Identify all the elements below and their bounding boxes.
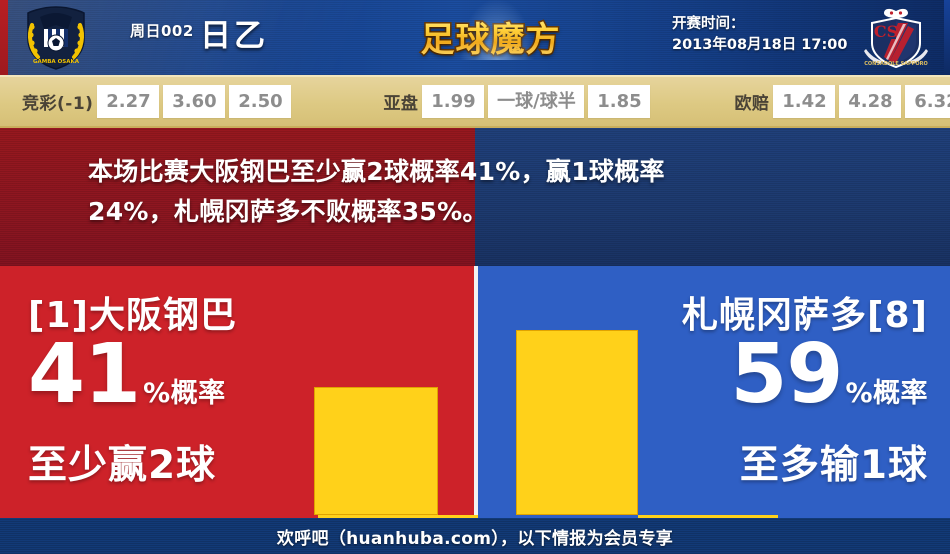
odds-cell[interactable]: 2.27 (97, 85, 160, 118)
odds-group-oupei: 欧赔 1.42 4.28 6.32 (734, 77, 950, 126)
svg-text:GAMBA OSAKA: GAMBA OSAKA (33, 59, 80, 65)
footer-bar: 欢呼吧（huanhuba.com），以下情报为会员专享 (0, 515, 950, 554)
away-probability-value: 59 (730, 327, 843, 422)
home-team-crest-icon: GAMBA OSAKA (18, 5, 94, 71)
odds-cell[interactable]: 4.28 (839, 85, 902, 118)
summary-line-2: 24%，札幌冈萨多不败概率35%。 (88, 197, 488, 226)
odds-cell[interactable]: 一球/球半 (488, 85, 585, 118)
home-probability-value: 41 (28, 327, 141, 422)
banner-right-half (475, 128, 950, 266)
home-outcome-label: 至少赢2球 (28, 443, 217, 488)
chart-bar-home (314, 387, 438, 515)
summary-line-1: 本场比赛大阪钢巴至少赢2球概率41%，赢1球概率 (88, 157, 665, 186)
summary-banner: 本场比赛大阪钢巴至少赢2球概率41%，赢1球概率 24%，札幌冈萨多不败概率35… (0, 128, 950, 266)
svg-text:CS: CS (874, 22, 898, 41)
odds-group-title: 竞彩(-1) (22, 94, 94, 114)
odds-cell[interactable]: 1.42 (773, 85, 836, 118)
away-probability-suffix: %概率 (845, 378, 928, 409)
odds-group-title: 亚盘 (383, 94, 419, 114)
home-team-name: [1]大阪钢巴 (28, 295, 237, 336)
odds-cell[interactable]: 1.99 (422, 85, 485, 118)
kickoff-label: 开赛时间： (672, 16, 745, 32)
svg-text:CONSADOLE SAPPORO: CONSADOLE SAPPORO (864, 61, 927, 67)
odds-cell[interactable]: 1.85 (588, 85, 651, 118)
footer-accent-red (0, 515, 318, 518)
odds-group-title: 欧赔 (734, 94, 770, 114)
header-right-edge (944, 0, 950, 75)
odds-bar: 竞彩(-1) 2.27 3.60 2.50 亚盘 1.99 一球/球半 1.85… (0, 75, 950, 128)
footer-accent-blue (478, 515, 638, 518)
home-probability-suffix: %概率 (143, 378, 226, 409)
odds-group-jingcai: 竞彩(-1) 2.27 3.60 2.50 (22, 77, 292, 126)
home-probability: 41 %概率 (28, 334, 226, 416)
league-name: 日乙 (200, 18, 268, 54)
footer-accent-yellow-right (638, 515, 778, 518)
panel-divider (474, 266, 478, 515)
odds-group-yapan: 亚盘 1.99 一球/球半 1.85 (383, 77, 651, 126)
brand-logo: 足球魔方 足球魔方 (408, 0, 573, 66)
summary-text: 本场比赛大阪钢巴至少赢2球概率41%，赢1球概率 24%，札幌冈萨多不败概率35… (88, 152, 868, 232)
probability-chart: [1]大阪钢巴 41 %概率 至少赢2球 札幌冈萨多[8] 59 %概率 至多输… (0, 266, 950, 515)
away-outcome-label: 至多输1球 (739, 443, 928, 488)
brand-logo-text: 足球魔方 (408, 12, 573, 61)
kickoff-info: 开赛时间： 2013年08月18日 17:00 (672, 14, 847, 56)
chart-bar-away (516, 330, 638, 515)
away-team-crest-icon: CS CONSADOLE SAPPORO (856, 5, 936, 71)
match-number: 周日002 (130, 22, 194, 40)
odds-cell[interactable]: 2.50 (229, 85, 292, 118)
odds-cell[interactable]: 3.60 (163, 85, 226, 118)
odds-cell[interactable]: 6.32 (905, 85, 950, 118)
away-team-name: 札幌冈萨多[8] (682, 295, 928, 336)
footer-accent-yellow-left (318, 515, 478, 518)
footer-accent-blue-right (778, 515, 950, 518)
banner-left-half (0, 128, 475, 266)
kickoff-value: 2013年08月18日 17:00 (672, 37, 848, 53)
header-left-red-edge (0, 0, 8, 75)
away-probability: 59 %概率 (730, 334, 928, 416)
footer-text[interactable]: 欢呼吧（huanhuba.com），以下情报为会员专享 (276, 528, 674, 549)
